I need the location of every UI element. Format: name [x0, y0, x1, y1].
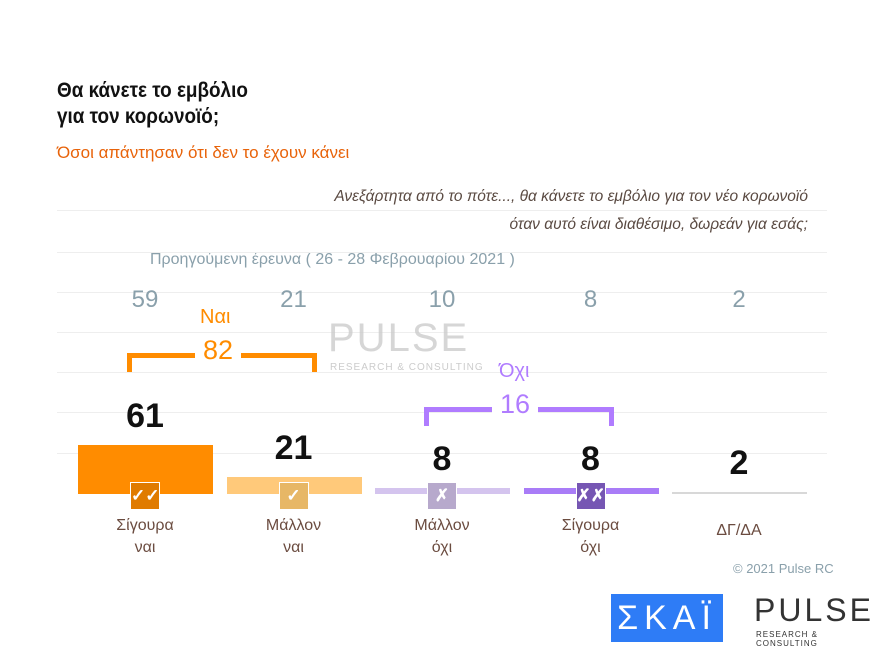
category-label-line: Μάλλον	[414, 517, 470, 534]
gridline	[57, 412, 827, 413]
category-label: ΔΓ/ΔΑ	[684, 520, 794, 542]
gridline	[57, 372, 827, 373]
chart-subtitle: Όσοι απάντησαν ότι δεν το έχουν κάνει	[57, 143, 350, 162]
previous-value: 10	[428, 286, 456, 313]
category-label: Μάλλον ναι	[239, 515, 349, 559]
data-label: 8	[581, 439, 600, 478]
pulse-logo: PULSE	[754, 592, 874, 628]
gridline	[57, 210, 827, 211]
yes-label: Ναι	[200, 306, 231, 328]
category-label-line: Σίγουρα	[116, 517, 174, 534]
data-label: 21	[274, 429, 313, 468]
category-label-line: Σίγουρα	[561, 517, 620, 534]
previous-value: 8	[583, 286, 598, 313]
category-label-line: ΔΓ/ΔΑ	[716, 522, 762, 539]
category-label-line: όχι	[580, 539, 601, 556]
question-line: Ανεξάρτητα από το πότε..., θα κάνετε το …	[334, 188, 808, 205]
gridline	[57, 453, 827, 454]
watermark-logo-sub: RESEARCH & CONSULTING	[330, 362, 484, 373]
data-label: 8	[432, 439, 452, 478]
data-label: 61	[126, 397, 164, 436]
previous-value: 59	[131, 286, 159, 313]
no-label: Όχι	[499, 360, 530, 382]
no-total: 16	[492, 389, 539, 420]
data-label: 2	[729, 444, 749, 482]
category-label-line: Μάλλον	[265, 517, 322, 534]
copyright: © 2021 Pulse RC	[733, 561, 834, 576]
double-cross-icon: ✗✗	[575, 482, 606, 510]
check-icon: ✓	[278, 482, 309, 510]
category-label-line: ναι	[283, 539, 304, 556]
yes-total: 82	[195, 335, 242, 366]
category-label: Μάλλον όχι	[387, 515, 497, 559]
bar	[672, 492, 807, 494]
title-line: για τον κορωνοϊό;	[57, 105, 220, 128]
gridline	[57, 252, 827, 253]
chart-title: Θα κάνετε το εμβόλιο για τον κορωνοϊό;	[57, 78, 248, 130]
category-label: Σίγουρα όχι	[536, 515, 646, 559]
previous-value: 2	[732, 286, 746, 313]
cross-icon: ✗	[427, 482, 457, 510]
category-label-line: ναι	[134, 539, 156, 556]
previous-survey-label: Προηγούμενη έρευνα ( 26 - 28 Φεβρουαρίου…	[150, 251, 515, 268]
category-label: Σίγουρα ναι	[90, 515, 200, 559]
pulse-logo-sub: RESEARCH & CONSULTING	[756, 630, 819, 648]
category-label-line: όχι	[431, 539, 453, 556]
watermark-logo: PULSE	[328, 316, 470, 360]
title-line: Θα κάνετε το εμβόλιο	[57, 79, 248, 102]
gridline	[57, 332, 827, 333]
question-line: όταν αυτό είναι διαθέσιμο, δωρεάν για εσ…	[509, 216, 808, 233]
skai-logo: ΣΚΑΪ	[611, 594, 723, 642]
previous-value: 21	[280, 286, 307, 313]
gridline	[57, 292, 827, 293]
double-check-icon: ✓✓	[130, 482, 160, 510]
